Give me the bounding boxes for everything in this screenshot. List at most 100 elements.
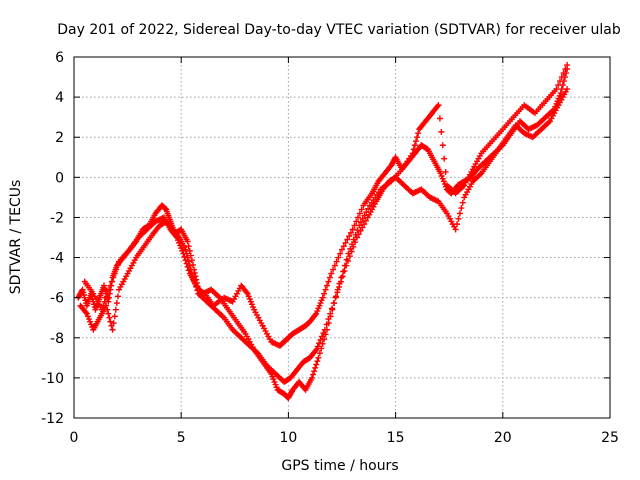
data-point [185, 267, 192, 274]
data-point [352, 231, 359, 238]
x-tick-labels: 0 5 10 15 20 25 [70, 430, 619, 446]
y-tick-label: 4 [55, 90, 64, 106]
data-point [338, 274, 345, 281]
data-point [183, 260, 190, 267]
data-point [341, 262, 348, 269]
y-tick-labels: -12 -10 -8 -6 -4 -2 0 2 4 6 [41, 50, 64, 427]
data-point [110, 274, 117, 281]
data-point [555, 82, 562, 89]
data-point [322, 331, 329, 338]
data-point [411, 142, 418, 149]
data-point [441, 155, 448, 162]
data-point [452, 226, 459, 233]
data-point [356, 210, 363, 217]
y-axis-label: SDTVAR / TECUs [8, 180, 24, 295]
data-point [335, 254, 342, 261]
data-point [336, 280, 343, 287]
data-point [187, 252, 194, 259]
x-tick-label: 15 [387, 430, 405, 446]
data-point [344, 236, 351, 243]
y-tick-label: 2 [55, 130, 64, 146]
data-point [316, 350, 323, 357]
x-tick-label: 25 [601, 430, 619, 446]
data-point [103, 294, 110, 301]
data-point [319, 340, 326, 347]
data-point [181, 253, 188, 260]
data-point [112, 306, 119, 313]
y-tick-label: -4 [50, 251, 64, 267]
x-tick-label: 0 [70, 430, 79, 446]
data-point [415, 130, 422, 137]
data-point [347, 245, 354, 252]
y-tick-label: -12 [41, 411, 64, 427]
data-point [321, 336, 328, 343]
data-point [354, 227, 361, 234]
data-point [329, 306, 336, 313]
data-point [323, 282, 330, 289]
data-point [334, 286, 341, 293]
data-point [100, 302, 107, 309]
data-point [318, 345, 325, 352]
data-point [560, 70, 567, 77]
data-point [345, 250, 352, 257]
data-point [114, 262, 121, 269]
data-point [346, 233, 353, 240]
data-point [182, 257, 189, 264]
data-point [107, 318, 114, 325]
data-point [442, 168, 449, 175]
data-point [114, 293, 121, 300]
data-point [110, 320, 117, 327]
data-point [328, 270, 335, 277]
y-tick-label: -8 [50, 331, 64, 347]
plot-frame [73, 56, 611, 419]
data-point [319, 294, 326, 301]
data-point [564, 86, 571, 93]
data-point [104, 306, 111, 313]
data-point [343, 256, 350, 263]
data-point [105, 310, 112, 317]
data-point [455, 215, 462, 222]
data-point [355, 214, 362, 221]
data-point [308, 374, 315, 381]
data-point [349, 241, 356, 248]
data-point [184, 263, 191, 270]
data-point [339, 246, 345, 253]
data-point [558, 86, 565, 93]
data-point [111, 270, 118, 277]
data-point [557, 90, 564, 97]
data-point [101, 298, 108, 305]
data-point [314, 343, 321, 350]
data-point [182, 246, 189, 253]
data-point [98, 306, 105, 313]
x-tick-label: 10 [279, 430, 297, 446]
data-point [410, 146, 417, 153]
data-point [454, 221, 461, 228]
data-point [315, 354, 322, 361]
data-point [342, 239, 349, 246]
data-point [359, 224, 366, 231]
data-point [327, 313, 334, 320]
data-point [332, 293, 339, 300]
data-point [331, 300, 338, 307]
data-point [188, 257, 195, 264]
data-point [325, 320, 332, 327]
data-point [436, 115, 443, 122]
data-point [361, 221, 368, 228]
data-point [439, 142, 446, 149]
data-point [350, 236, 357, 243]
data-point [558, 74, 565, 81]
y-tick-label: -10 [41, 371, 64, 387]
data-point [313, 361, 320, 368]
axis-ticks [73, 56, 611, 419]
data-point [323, 326, 330, 333]
data-point [556, 78, 563, 85]
data-point [357, 219, 364, 226]
data-point [409, 150, 416, 157]
data-point [459, 199, 466, 206]
data-point [553, 86, 560, 93]
series-layer [75, 62, 571, 401]
data-point [333, 258, 340, 265]
data-point [322, 286, 329, 293]
data-point [362, 217, 369, 224]
